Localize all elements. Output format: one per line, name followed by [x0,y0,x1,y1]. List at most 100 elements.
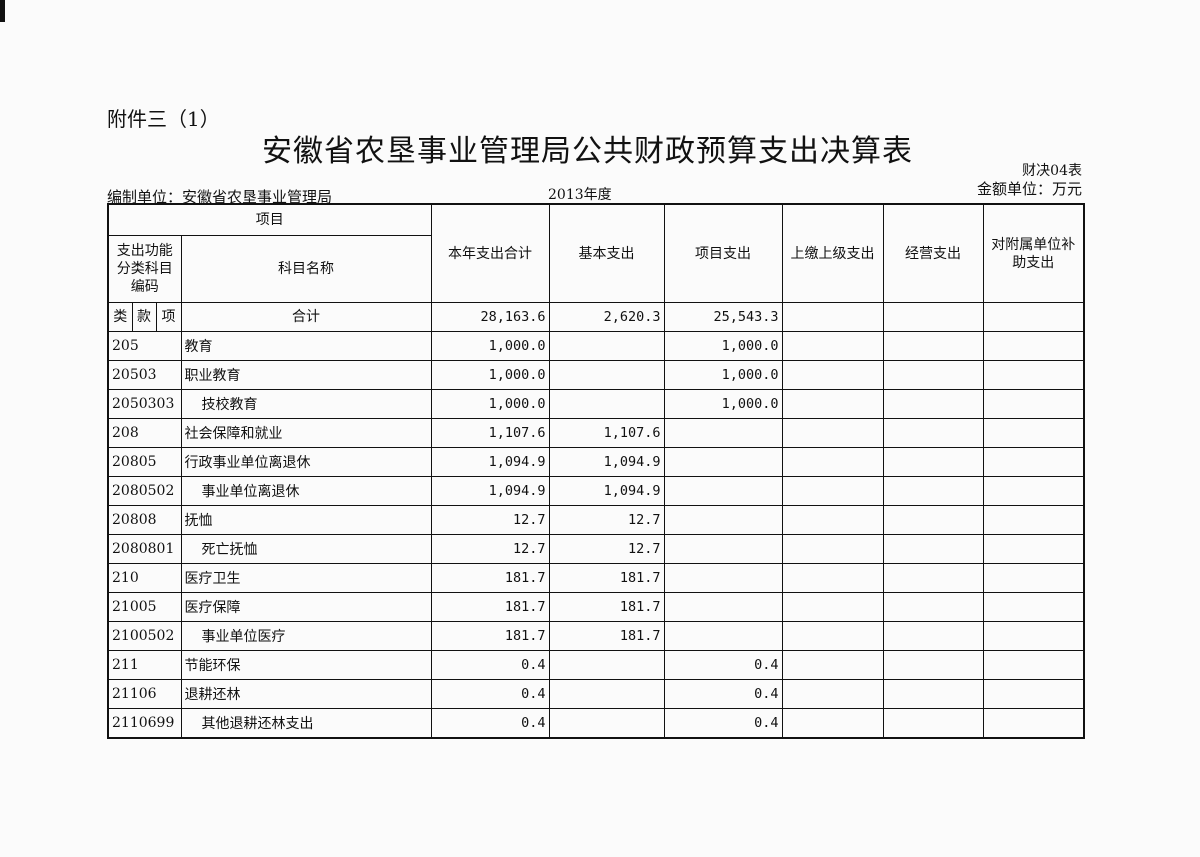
cell-basic [548,360,665,390]
cell-project: 0.4 [663,708,783,739]
cell-total: 1,094.9 [430,447,550,477]
attachment-label: 附件三（1） [107,107,220,131]
cell-basic: 1,094.9 [548,447,665,477]
cell-name: 退耕还林 [180,679,432,709]
cell-empty [982,563,1085,593]
cell-name: 其他退耕还林支出 [180,708,432,739]
cell-total: 0.4 [430,679,550,709]
cell-total: 0.4 [430,650,550,680]
header-code: 支出功能分类科目编码 [107,235,182,303]
table-row: 21106 退耕还林 0.4 0.4 [107,679,1085,709]
cell-name: 行政事业单位离退休 [180,447,432,477]
cell-project [663,563,783,593]
cell-empty [882,534,984,564]
cell-empty [781,650,884,680]
cell-empty [781,534,884,564]
page-title: 安徽省农垦事业管理局公共财政预算支出决算表 [262,134,913,169]
cell-empty [982,505,1085,535]
table-row: 2100502 事业单位医疗 181.7 181.7 [107,621,1085,651]
cell-total: 181.7 [430,621,550,651]
cell-code: 211 [107,650,182,680]
cell-total: 1,000.0 [430,360,550,390]
cell-empty [982,447,1085,477]
cell-code: 20503 [107,360,182,390]
cell-basic: 1,107.6 [548,418,665,448]
cell-empty [982,534,1085,564]
table-row: 211 节能环保 0.4 0.4 [107,650,1085,680]
cell-empty [882,418,984,448]
cell-code: 2100502 [107,621,182,651]
table-row: 2080801 死亡抚恤 12.7 12.7 [107,534,1085,564]
cell-empty [982,650,1085,680]
table-row: 2050303 技校教育 1,000.0 1,000.0 [107,389,1085,419]
cell-name: 社会保障和就业 [180,418,432,448]
cell-project: 0.4 [663,679,783,709]
cell-total: 181.7 [430,563,550,593]
cell-code: 2110699 [107,708,182,739]
cell-project [663,447,783,477]
cell-empty [781,447,884,477]
cell-basic [548,650,665,680]
cell-code: 208 [107,418,182,448]
scan-mark [0,0,5,22]
header-name: 科目名称 [180,235,432,303]
cell-empty [982,679,1085,709]
total-project: 25,543.3 [663,302,783,332]
header-upper: 上缴上级支出 [781,203,884,303]
table-row: 20808 抚恤 12.7 12.7 [107,505,1085,535]
fiscal-year: 2013年度 [548,187,612,203]
cell-empty [882,650,984,680]
cell-empty [982,592,1085,622]
cell-name: 抚恤 [180,505,432,535]
cell-empty [781,708,884,739]
header-operation: 经营支出 [882,203,984,303]
cell-empty [781,563,884,593]
cell-basic: 1,094.9 [548,476,665,506]
cell-empty [982,389,1085,419]
table-row: 205 教育 1,000.0 1,000.0 [107,331,1085,361]
cell-empty [882,476,984,506]
cell-name: 教育 [180,331,432,361]
cell-code: 21106 [107,679,182,709]
cell-project: 1,000.0 [663,360,783,390]
cell-empty [882,592,984,622]
cell-project: 1,000.0 [663,389,783,419]
cell-basic [548,389,665,419]
cell-project [663,505,783,535]
cell-name: 医疗保障 [180,592,432,622]
cell-basic [548,331,665,361]
cell-code: 2080801 [107,534,182,564]
cell-total: 1,000.0 [430,389,550,419]
cell-basic [548,679,665,709]
header-basic: 基本支出 [548,203,665,303]
cell-project [663,534,783,564]
cell-empty [982,418,1085,448]
header-kuan: 款 [131,302,157,332]
form-number: 财决04表 [1022,163,1082,179]
cell-empty [982,331,1085,361]
cell-empty [882,621,984,651]
cell-code: 2080502 [107,476,182,506]
cell-empty [781,360,884,390]
cell-total: 1,094.9 [430,476,550,506]
cell-empty [781,389,884,419]
cell-empty [882,447,984,477]
cell-empty [882,331,984,361]
cell-empty [781,418,884,448]
expenditure-table: 项目 本年支出合计 基本支出 项目支出 上缴上级支出 经营支出 对附属单位补助支… [107,203,1085,739]
cell-total: 181.7 [430,592,550,622]
total-label: 合计 [180,302,432,332]
header-lei: 类 [107,302,133,332]
total-basic: 2,620.3 [548,302,665,332]
cell-project [663,621,783,651]
cell-name: 职业教育 [180,360,432,390]
cell-empty [781,331,884,361]
cell-empty [781,476,884,506]
cell-basic: 181.7 [548,563,665,593]
amount-unit: 金额单位：万元 [976,180,1082,198]
cell-code: 205 [107,331,182,361]
table-row: 20805 行政事业单位离退休 1,094.9 1,094.9 [107,447,1085,477]
cell-code: 210 [107,563,182,593]
cell-empty [982,708,1085,739]
cell-total: 1,107.6 [430,418,550,448]
